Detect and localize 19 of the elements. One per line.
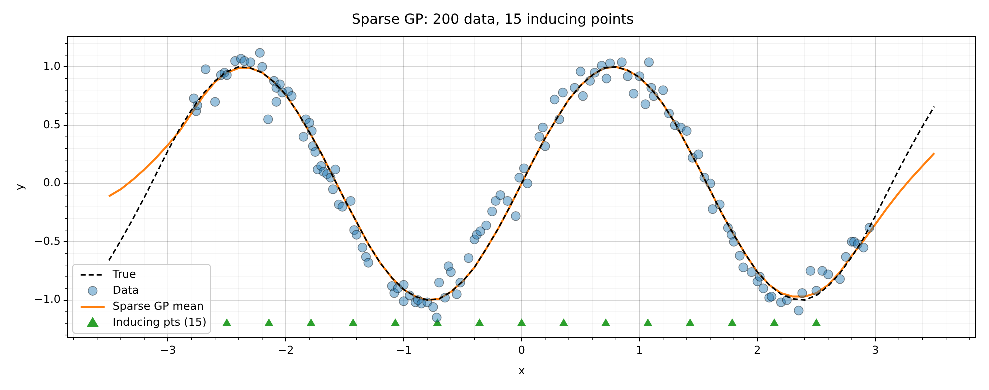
y-tick-label: −0.5: [34, 234, 61, 248]
x-tick-label: 1: [636, 344, 644, 358]
y-tick-label: 1.0: [43, 60, 61, 73]
legend-label: Sparse GP mean: [112, 300, 204, 313]
y-axis-title: y: [13, 183, 26, 190]
x-tick-label: 0: [518, 344, 526, 358]
legend-label: Inducing pts (15): [112, 316, 207, 329]
chart-title: Sparse GP: 200 data, 15 inducing points: [352, 12, 634, 28]
x-tick-label: −1: [396, 344, 412, 358]
legend-label: True: [112, 268, 137, 281]
legend-label: Data: [112, 284, 140, 297]
x-tick-label: −3: [160, 344, 176, 358]
y-tick-label: −1.0: [34, 293, 61, 306]
x-axis-title: x: [518, 364, 526, 378]
y-tick-label: 0.5: [43, 118, 61, 132]
x-tick-label: 2: [754, 344, 762, 358]
x-tick-label: −2: [278, 344, 294, 358]
y-tick-label: 0.0: [43, 176, 61, 190]
x-tick-label: 3: [872, 344, 880, 358]
